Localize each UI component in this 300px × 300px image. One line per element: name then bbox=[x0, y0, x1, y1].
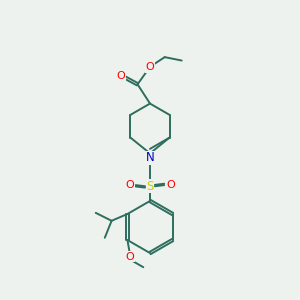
Text: O: O bbox=[125, 252, 134, 262]
Text: O: O bbox=[125, 180, 134, 190]
Text: O: O bbox=[166, 180, 175, 190]
Text: N: N bbox=[146, 152, 154, 164]
Text: O: O bbox=[146, 62, 154, 72]
Text: S: S bbox=[146, 180, 154, 193]
Text: O: O bbox=[117, 71, 125, 81]
